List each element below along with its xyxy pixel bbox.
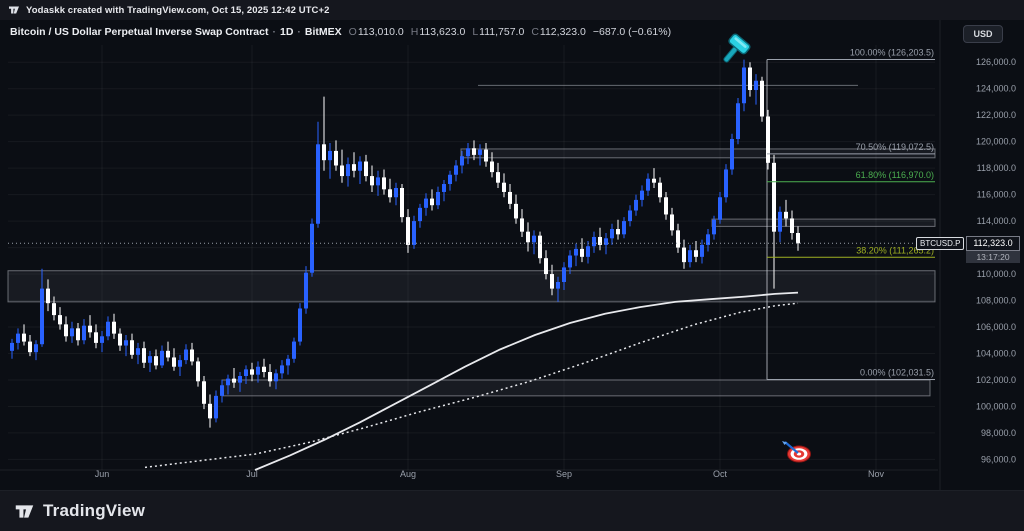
svg-text:114,000.0: 114,000.0 — [977, 216, 1016, 226]
svg-text:106,000.0: 106,000.0 — [976, 322, 1016, 332]
svg-text:126,000.0: 126,000.0 — [976, 57, 1016, 67]
grid-lines — [0, 20, 941, 490]
target-drawing-icon[interactable] — [779, 441, 819, 467]
svg-text:Oct: Oct — [713, 469, 728, 479]
low-value: 111,757.0 — [479, 26, 525, 38]
low-label: L — [472, 26, 479, 38]
footer-bar: TradingView — [0, 490, 1024, 531]
moving-averages — [144, 291, 799, 471]
close-label: C — [531, 26, 539, 38]
svg-text:Nov: Nov — [868, 469, 885, 479]
separator-dot: · — [272, 26, 276, 38]
svg-text:Jun: Jun — [95, 469, 110, 479]
high-value: 113,623.0 — [419, 26, 466, 38]
zone-boxes[interactable] — [7, 59, 936, 397]
tradingview-wordmark[interactable]: TradingView — [43, 501, 146, 520]
svg-text:104,000.0: 104,000.0 — [976, 348, 1016, 358]
bar-countdown-label: 13:17:20 — [966, 251, 1020, 263]
separator-dot: · — [297, 26, 301, 38]
chart-area: 100.00% (126,203.5) 70.50% (119,072.5) 61.… — [0, 20, 1024, 490]
exchange-label: BitMEX — [304, 26, 342, 38]
svg-text:0.00% (102,031.5): 0.00% (102,031.5) — [860, 368, 934, 378]
svg-text:Aug: Aug — [400, 469, 416, 479]
symbol-header: Bitcoin / US Dollar Perpetual Inverse Sw… — [10, 26, 671, 38]
attribution-bar: Yodaskk created with TradingView.com, Oc… — [0, 0, 1024, 20]
tradingview-logo-icon — [9, 6, 19, 14]
symbol-title: Bitcoin / US Dollar Perpetual Inverse Sw… — [10, 26, 269, 38]
candlesticks — [10, 59, 800, 428]
tradingview-logo-icon[interactable] — [14, 501, 35, 522]
svg-text:118,000.0: 118,000.0 — [977, 163, 1016, 173]
change-value: −687.0 (−0.61%) — [592, 26, 672, 38]
svg-text:108,000.0: 108,000.0 — [976, 296, 1016, 306]
currency-usd-button[interactable]: USD — [963, 25, 1003, 43]
time-axis-labels[interactable]: Jun Jul Aug Sep Oct Nov — [95, 469, 885, 479]
fib-retracement[interactable]: 100.00% (126,203.5) 70.50% (119,072.5) 61.… — [767, 48, 935, 381]
svg-text:100,000.0: 100,000.0 — [976, 401, 1016, 411]
svg-text:98,000.0: 98,000.0 — [981, 428, 1016, 438]
svg-text:100.00% (126,203.5): 100.00% (126,203.5) — [850, 48, 934, 58]
svg-text:120,000.0: 120,000.0 — [976, 137, 1016, 147]
svg-text:102,000.0: 102,000.0 — [976, 375, 1016, 385]
svg-text:122,000.0: 122,000.0 — [976, 110, 1016, 120]
hammer-drawing-icon[interactable] — [714, 30, 756, 74]
high-label: H — [410, 26, 419, 38]
svg-text:70.50% (119,072.5): 70.50% (119,072.5) — [856, 142, 934, 152]
svg-text:96,000.0: 96,000.0 — [981, 454, 1016, 464]
attribution-text: Yodaskk created with TradingView.com, Oc… — [26, 4, 330, 16]
open-label: O — [348, 26, 357, 38]
symbol-price-badge: BTCUSD.P — [916, 237, 965, 250]
close-value: 112,323.0 — [539, 26, 586, 38]
svg-text:110,000.0: 110,000.0 — [977, 269, 1016, 279]
svg-text:61.80% (116,970.0): 61.80% (116,970.0) — [856, 170, 934, 180]
svg-text:116,000.0: 116,000.0 — [977, 190, 1016, 200]
svg-text:Jul: Jul — [246, 469, 258, 479]
open-value: 113,010.0 — [357, 26, 404, 38]
chart-canvas[interactable]: 100.00% (126,203.5) 70.50% (119,072.5) 61.… — [0, 20, 1024, 490]
last-price-label: 112,323.0 — [966, 236, 1020, 251]
svg-text:124,000.0: 124,000.0 — [976, 84, 1016, 94]
interval-label: 1D — [279, 26, 294, 38]
svg-text:Sep: Sep — [556, 469, 572, 479]
svg-text:38.20% (111,265.2): 38.20% (111,265.2) — [856, 245, 934, 255]
